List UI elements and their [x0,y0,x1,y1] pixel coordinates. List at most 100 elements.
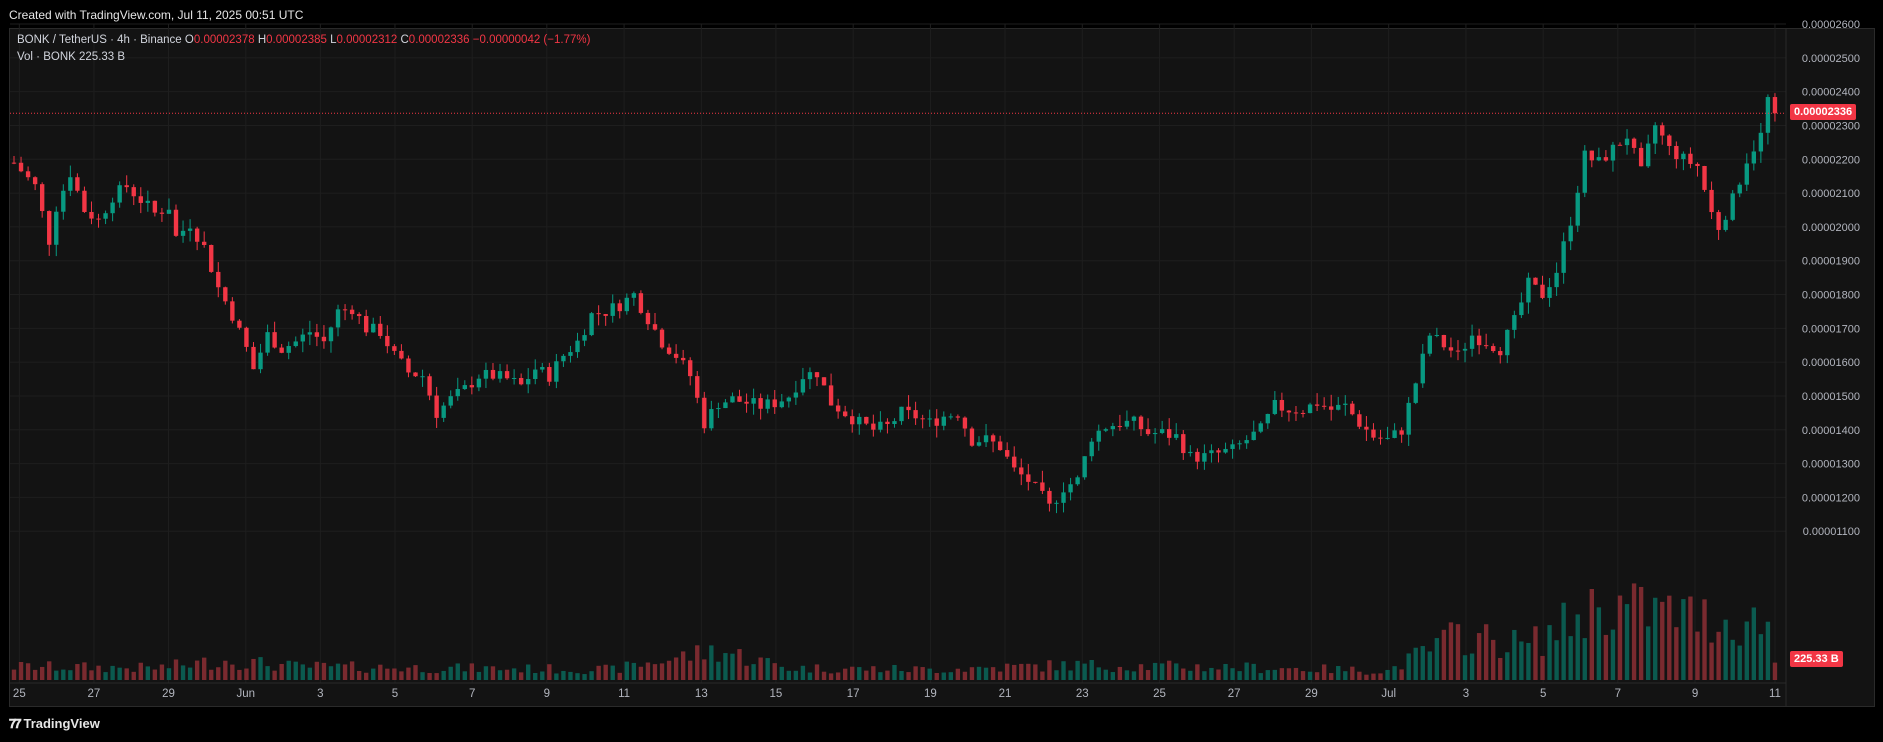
volume-bar [504,669,510,680]
volume-bar [1202,671,1207,680]
volume-bar [1688,596,1693,680]
x-tick-label: Jul [1381,688,1396,700]
candle-body [659,329,665,348]
candle-body [737,396,742,402]
candle-body [793,392,799,398]
candle-body [899,406,904,422]
candle-body [237,320,242,328]
candle-body [1709,189,1714,213]
y-tick-label: 0.00002500 [1802,53,1860,65]
candle-body [145,200,151,203]
volume-bar [1491,639,1496,680]
volume-bar [969,667,975,680]
candle-body [1737,184,1742,194]
candle-body [1103,429,1108,431]
volume-bar [554,673,559,680]
last-volume-tag: 225.33 B [1790,651,1843,667]
x-tick-label: 23 [1076,688,1089,700]
volume-bar [1314,672,1320,680]
volume-bar [1026,663,1031,680]
volume-bar [1258,673,1263,680]
volume-bar [413,665,418,680]
candle-body [272,332,277,348]
candle-body [828,385,834,406]
candle-body [589,313,594,336]
volume-bar [547,664,552,680]
volume-label[interactable]: Vol · BONK [17,51,76,63]
candle-body [842,411,848,417]
candle-body [131,187,136,197]
candle-body [1152,432,1158,435]
volume-bar [800,665,806,680]
candle-body [652,324,658,330]
volume-bar [1343,671,1348,680]
volume-bar [920,667,925,680]
y-tick-label: 0.00001100 [1803,526,1860,538]
candle-body [1702,166,1707,190]
volume-bar [1223,663,1228,680]
volume-bar [850,666,855,680]
candle-body [110,202,115,214]
candle-body [997,441,1003,451]
volume-bar [582,674,587,680]
candle-body [1054,502,1059,504]
y-tick-label: 0.00001400 [1802,425,1860,437]
volume-bar [857,667,862,680]
candle-body [1202,453,1207,462]
candle-body [364,316,369,333]
volume-bar [1420,646,1425,680]
brand-label: TradingView [23,716,100,731]
y-tick-label: 0.00001500 [1802,391,1860,403]
y-tick-label: 0.00002600 [1802,19,1860,31]
y-tick-label: 0.00001700 [1802,323,1860,335]
volume-bar [286,660,291,680]
x-tick-label: Jun [237,688,256,700]
candle-body [1723,219,1728,230]
x-tick-label: 13 [695,688,708,700]
volume-bar [786,670,792,680]
last-price-tag: 0.00002336 [1790,104,1857,121]
volume-bar [201,657,207,680]
x-tick-label: 19 [924,688,937,700]
volume-bar [223,660,228,680]
volume-bar [1737,645,1742,680]
volume-bar [617,672,622,680]
candle-body [1110,426,1116,430]
volume-bar [1293,667,1299,680]
volume-bar [124,668,129,680]
volume-bar [695,645,700,680]
candle-body [378,323,383,336]
candle-body [117,185,122,203]
candle-body [1167,429,1172,438]
volume-bar [1216,669,1221,680]
volume-bar [434,673,439,680]
volume-bar [673,657,679,680]
volume-bar [1519,641,1524,680]
volume-bar [631,662,637,680]
candle-body [1653,125,1658,144]
volume-bar [89,670,94,680]
volume-bar [1681,599,1686,680]
candle-body [1307,404,1313,414]
candle-body [758,398,763,409]
candle-body [504,371,510,379]
volume-bar [1568,636,1573,680]
x-tick-label: 29 [1305,688,1318,700]
candle-body [209,244,214,272]
candle-body [307,332,313,335]
candle-body [385,335,390,347]
volume-bar [1167,660,1172,680]
volume-bar [364,672,369,680]
volume-bar [1159,663,1165,680]
candle-body [124,185,129,188]
candle-body [1068,484,1073,493]
candle-body [1420,353,1425,384]
candle-body [518,378,524,385]
candle-body [1681,153,1686,160]
low-label: L [330,34,337,46]
volume-bar [1589,588,1595,680]
symbol-label[interactable]: BONK / TetherUS · 4h · Binance [17,34,182,46]
tradingview-logo[interactable]: 𝟕𝟕 TradingView [9,716,100,732]
candle-body [878,421,883,430]
